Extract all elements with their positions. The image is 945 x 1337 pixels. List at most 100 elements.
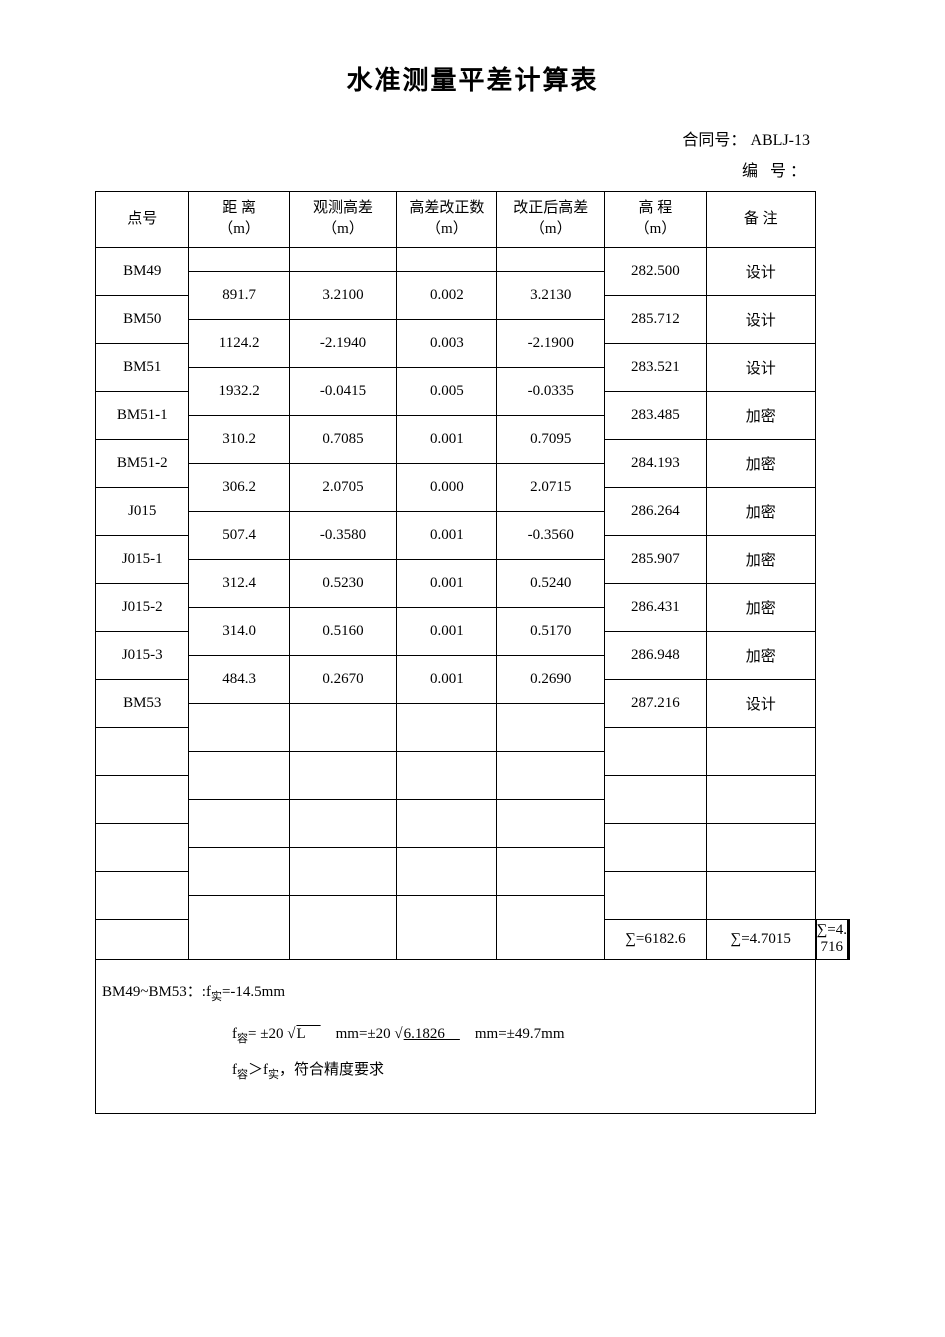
cell-point: [96, 775, 189, 823]
cell-dist: [189, 895, 289, 959]
col-dist: 距 离（m）: [189, 191, 289, 247]
cell-corr: [397, 799, 497, 847]
cell-note: 设计: [706, 247, 815, 295]
sum-cell: ∑=4. 716: [816, 919, 847, 959]
cell-point: BM51-2: [96, 439, 189, 487]
cell-corr: 0.005: [397, 367, 497, 415]
footer-line-1: BM49~BM53：:f实=-14.5mm: [102, 974, 809, 1010]
col-note: 备 注: [706, 191, 815, 247]
cell-dist: [189, 847, 289, 895]
cell-elev: [605, 823, 707, 871]
cell-adj: [497, 847, 605, 895]
cell-note: 加密: [706, 583, 815, 631]
cell-note: 加密: [706, 631, 815, 679]
cell-elev: 282.500: [605, 247, 707, 295]
cell-obs: -0.0415: [289, 367, 397, 415]
cell-note: [706, 775, 815, 823]
cell-point: J015: [96, 487, 189, 535]
table-body: BM49282.500设计891.73.21000.0023.2130BM502…: [96, 247, 850, 1113]
cell-elev: 286.948: [605, 631, 707, 679]
cell-point: BM51: [96, 343, 189, 391]
col-corr: 高差改正数（m）: [397, 191, 497, 247]
cell-note: 加密: [706, 535, 815, 583]
cell-point: J015-2: [96, 583, 189, 631]
cell-adj: 0.5240: [497, 559, 605, 607]
cell-note: 加密: [706, 439, 815, 487]
meta-block: 合同号： ABLJ-13 编 号：: [95, 127, 850, 187]
cell-dist: [189, 247, 289, 271]
contract-no: ABLJ-13: [750, 132, 810, 149]
cell-elev: 283.485: [605, 391, 707, 439]
cell-elev: 284.193: [605, 439, 707, 487]
cell-corr: [397, 247, 497, 271]
cell-dist: 484.3: [189, 655, 289, 703]
cell-point: BM50: [96, 295, 189, 343]
contract-label: 合同号：: [682, 132, 746, 149]
cell-note: [706, 823, 815, 871]
cell-adj: [497, 247, 605, 271]
cell-dist: [189, 799, 289, 847]
cell-adj: [497, 799, 605, 847]
cell-elev: 286.431: [605, 583, 707, 631]
cell-corr: 0.000: [397, 463, 497, 511]
cell-point: J015-3: [96, 631, 189, 679]
cell-obs: [289, 751, 397, 799]
page: 水准测量平差计算表 合同号： ABLJ-13 编 号： 点号 距 离（m） 观测…: [0, 0, 945, 1154]
col-obs: 观测高差（m）: [289, 191, 397, 247]
cell-corr: 0.002: [397, 271, 497, 319]
cell-elev: 285.712: [605, 295, 707, 343]
cell-adj: 3.2130: [497, 271, 605, 319]
cell-corr: [397, 895, 497, 959]
cell-point: J015-1: [96, 535, 189, 583]
cell-dist: 312.4: [189, 559, 289, 607]
cell-corr: [397, 751, 497, 799]
cell-elev: 283.521: [605, 343, 707, 391]
cell-note: [706, 727, 815, 775]
cell-adj: 0.2690: [497, 655, 605, 703]
footer-line-3: f容＞f实，符合精度要求: [102, 1052, 809, 1088]
cell-elev: [605, 727, 707, 775]
cell-dist: 1932.2: [189, 367, 289, 415]
header-row: 点号 距 离（m） 观测高差（m） 高差改正数（m） 改正后高差（m） 高 程（…: [96, 191, 850, 247]
cell-corr: 0.003: [397, 319, 497, 367]
cell-corr: [397, 703, 497, 751]
cell-corr: [397, 847, 497, 895]
leveling-table: 点号 距 离（m） 观测高差（m） 高差改正数（m） 改正后高差（m） 高 程（…: [95, 191, 850, 1114]
cell-adj: [497, 703, 605, 751]
cell-note: 设计: [706, 343, 815, 391]
serial-label: 编 号：: [742, 163, 810, 180]
cell-elev: 287.216: [605, 679, 707, 727]
cell-corr: 0.001: [397, 655, 497, 703]
contract-row: 合同号： ABLJ-13: [95, 127, 810, 156]
cell-adj: [497, 751, 605, 799]
cell-adj: 0.7095: [497, 415, 605, 463]
cell-dist: 891.7: [189, 271, 289, 319]
cell-point: BM49: [96, 247, 189, 295]
cell-adj: -0.3560: [497, 511, 605, 559]
cell-point: BM51-1: [96, 391, 189, 439]
cell-elev: 286.264: [605, 487, 707, 535]
cell-adj: 2.0715: [497, 463, 605, 511]
cell-obs: 0.2670: [289, 655, 397, 703]
cell-adj: -0.0335: [497, 367, 605, 415]
cell-obs: 0.5230: [289, 559, 397, 607]
col-point: 点号: [96, 191, 189, 247]
cell-point: [96, 727, 189, 775]
cell-dist: 507.4: [189, 511, 289, 559]
sum-cell: ∑=6182.6: [605, 919, 707, 959]
cell-note: 设计: [706, 679, 815, 727]
cell-dist: 314.0: [189, 607, 289, 655]
cell-obs: 3.2100: [289, 271, 397, 319]
cell-obs: [289, 799, 397, 847]
cell-dist: 306.2: [189, 463, 289, 511]
cell-obs: [289, 703, 397, 751]
cell-note: 加密: [706, 391, 815, 439]
cell-obs: [289, 247, 397, 271]
cell-adj: [497, 895, 605, 959]
sum-cell: [96, 919, 189, 959]
cell-obs: 0.5160: [289, 607, 397, 655]
footer-line-2: f容= ±20 √L mm=±20 √6.1826 mm=±49.7mm: [102, 1016, 809, 1052]
sum-cell: ∑=4.7015: [706, 919, 815, 959]
cell-elev: [605, 775, 707, 823]
cell-adj: 0.5170: [497, 607, 605, 655]
